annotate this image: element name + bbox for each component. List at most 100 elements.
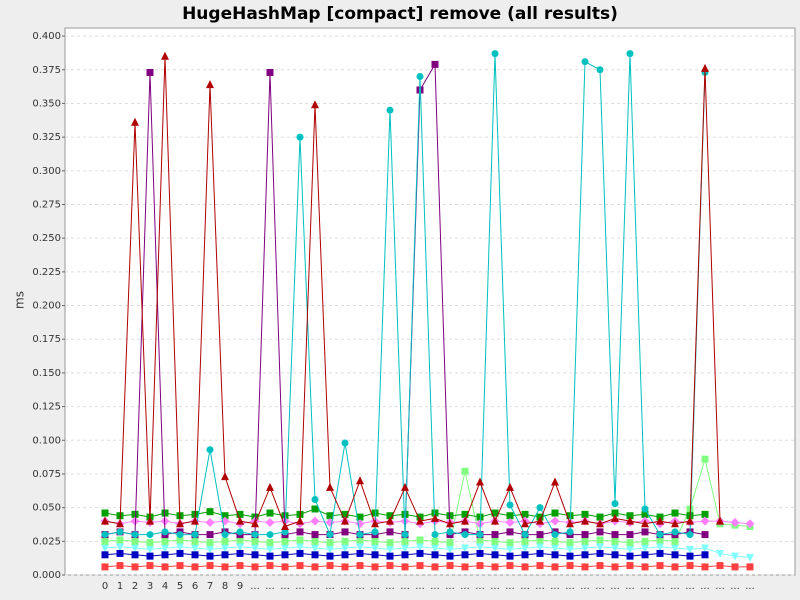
point [686,562,694,570]
point [326,552,334,560]
point [371,544,379,553]
point [521,519,529,528]
point [491,516,499,525]
point [296,543,304,552]
point [341,563,349,571]
point [236,510,244,518]
point [701,544,709,553]
point [536,504,544,512]
point [116,536,124,544]
point [731,552,739,561]
x-tick-label: ... [250,581,260,592]
point [416,562,424,570]
point [266,539,274,547]
point [356,549,364,557]
point [611,537,619,545]
point [551,537,559,545]
x-tick-label: ... [265,581,275,592]
point [506,552,514,560]
point [656,536,664,544]
x-tick-label: ... [670,581,680,592]
point [371,519,379,528]
point [356,476,364,485]
point [161,528,169,536]
y-tick-label: 0.050 [32,503,61,514]
point [116,562,124,570]
x-tick-label: ... [340,581,350,592]
point [476,549,484,557]
point [236,543,244,552]
point [611,563,619,571]
point [596,528,604,536]
point [700,516,710,526]
x-tick-label: 5 [177,581,183,592]
point [386,106,394,114]
x-tick-label: ... [715,581,725,592]
point [701,551,709,559]
x-tick-label: ... [400,581,410,592]
x-tick-label: ... [640,581,650,592]
point [686,516,694,525]
point [356,543,364,552]
point [626,539,634,547]
point [161,537,169,545]
point [461,510,469,518]
point [191,537,199,545]
point [716,516,724,525]
point [551,477,559,486]
point [521,563,529,571]
point [446,545,454,554]
point [146,531,154,539]
point [416,73,424,81]
point [581,544,589,553]
point [566,552,574,560]
point [131,531,139,539]
point [236,549,244,557]
point [101,516,109,525]
point [611,500,619,508]
point [536,543,544,552]
point [551,563,559,571]
point [446,519,454,528]
point [281,512,289,520]
point [491,531,499,539]
point [310,516,320,526]
point [611,544,619,553]
point [656,516,664,525]
point [281,544,289,553]
y-tick-label: 0.275 [32,199,61,210]
point [476,531,484,539]
point [266,562,274,570]
point [446,552,454,560]
x-tick-label: 7 [207,581,213,592]
point [101,537,109,545]
point [146,545,154,554]
point [431,509,439,517]
point [386,539,394,547]
point [401,563,409,571]
point [581,58,589,66]
point [671,544,679,553]
point [461,516,469,525]
x-tick-label: 2 [132,581,138,592]
x-tick-label: ... [460,581,470,592]
point [641,510,649,518]
point [236,516,244,525]
point [491,563,499,571]
point [131,551,139,559]
point [745,519,755,529]
point [251,519,259,528]
x-tick-label: 8 [222,581,228,592]
point [206,446,214,454]
point [536,536,544,544]
point [416,543,424,552]
point [566,545,574,554]
point [641,505,649,513]
y-tick-label: 0.400 [32,31,61,42]
point [326,531,334,539]
x-tick-label: ... [370,581,380,592]
y-tick-label: 0.350 [32,98,61,109]
point [506,539,514,547]
point [506,482,514,491]
point [191,531,199,539]
